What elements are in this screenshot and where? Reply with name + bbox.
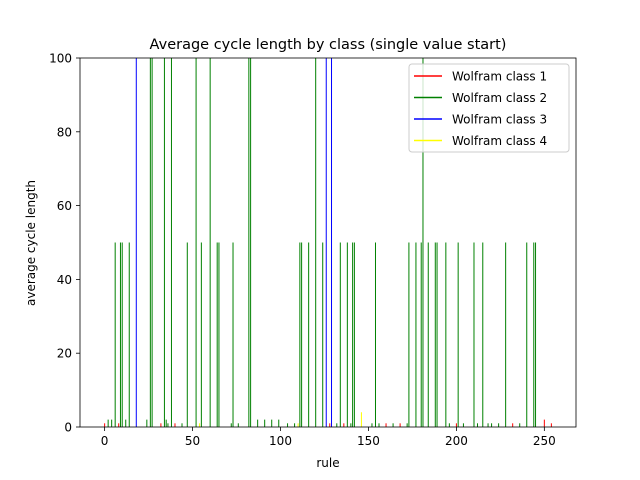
y-tick-label: 40 bbox=[57, 273, 72, 287]
y-tick-label: 20 bbox=[57, 347, 72, 361]
legend-label-class-3: Wolfram class 3 bbox=[452, 113, 547, 127]
x-tick-label: 150 bbox=[357, 434, 380, 448]
x-axis: 0 50 100 150 200 250 bbox=[101, 427, 556, 448]
y-tick-label: 0 bbox=[64, 421, 72, 435]
x-tick-label: 0 bbox=[101, 434, 109, 448]
chart-title: Average cycle length by class (single va… bbox=[150, 37, 507, 53]
plot-frame bbox=[79, 57, 577, 428]
y-tick-label: 100 bbox=[49, 52, 72, 66]
x-tick-label: 50 bbox=[185, 434, 200, 448]
x-tick-label: 100 bbox=[269, 434, 292, 448]
y-axis: 0 20 40 60 80 100 bbox=[49, 52, 80, 435]
x-axis-label: rule bbox=[316, 456, 339, 470]
legend: Wolfram class 1 Wolfram class 2 Wolfram cl… bbox=[408, 63, 570, 153]
x-tick-label: 200 bbox=[445, 434, 468, 448]
y-axis-label: average cycle length bbox=[24, 180, 38, 306]
y-tick-label: 60 bbox=[57, 199, 72, 213]
legend-label-class-4: Wolfram class 4 bbox=[452, 134, 547, 148]
x-tick-label: 250 bbox=[533, 434, 556, 448]
y-tick-label: 80 bbox=[57, 125, 72, 139]
bars-layer bbox=[104, 58, 552, 427]
legend-label-class-2: Wolfram class 2 bbox=[452, 91, 547, 105]
legend-label-class-1: Wolfram class 1 bbox=[452, 70, 547, 84]
legend-box bbox=[408, 63, 570, 153]
